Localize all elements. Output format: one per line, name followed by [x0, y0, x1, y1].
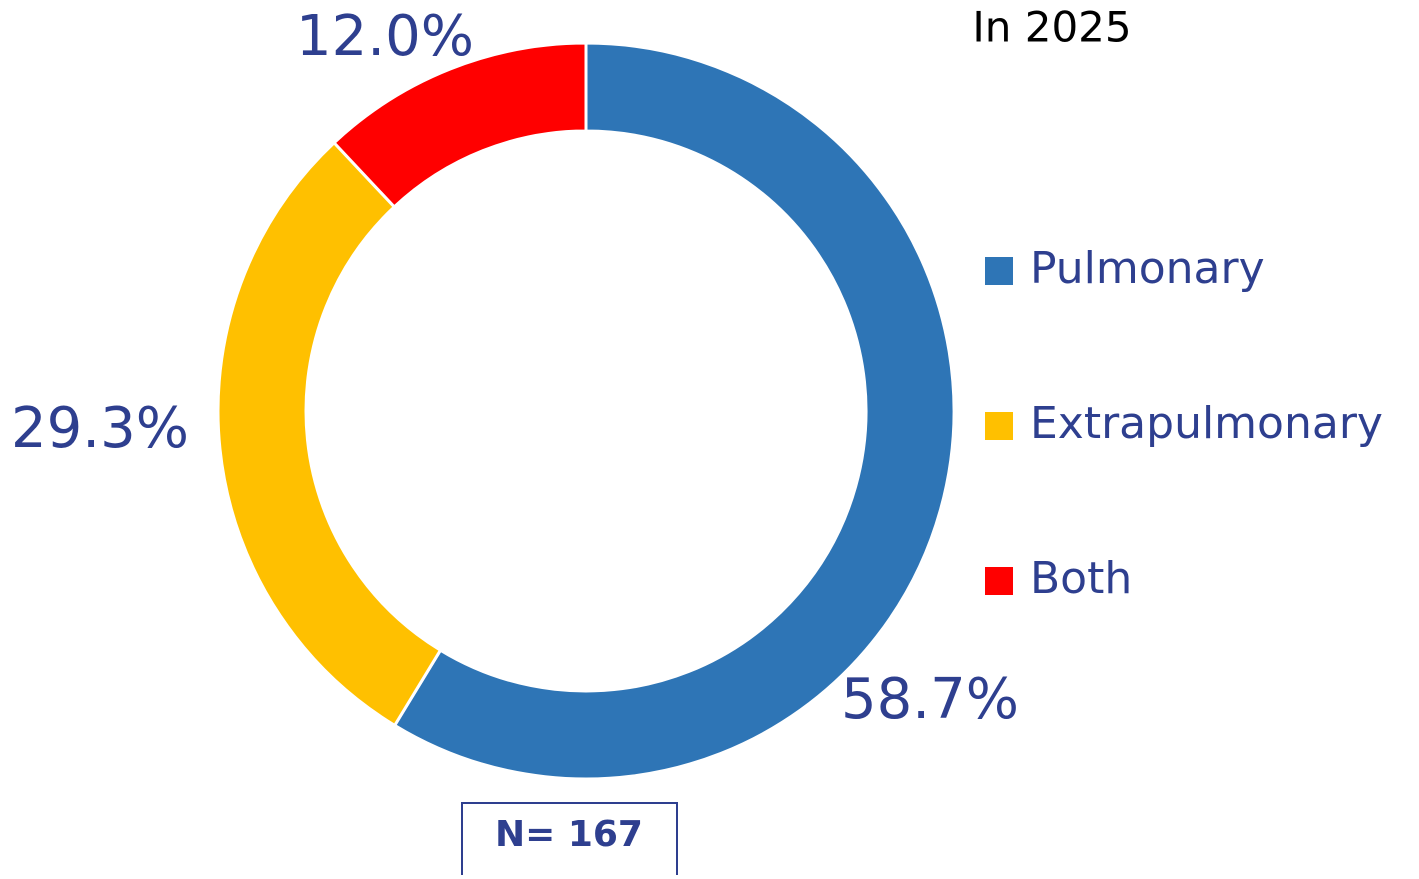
note: N= 167	[495, 814, 643, 855]
note-box	[461, 802, 678, 879]
donut-slice	[216, 140, 443, 728]
chart-title: In 2025	[972, 3, 1131, 52]
legend-label: Pulmonary	[1030, 243, 1265, 294]
legend-label: Extrapulmonary	[1030, 398, 1383, 449]
legend-swatch	[985, 412, 1013, 440]
data-label: 12.0%	[296, 4, 474, 69]
legend-swatch	[985, 257, 1013, 285]
legend-swatch	[985, 567, 1013, 595]
data-label: 29.3%	[11, 396, 189, 461]
donut-slice	[331, 41, 588, 210]
data-label: 58.7%	[841, 667, 1019, 732]
donut-slice	[392, 41, 956, 781]
legend-label: Both	[1030, 553, 1132, 604]
